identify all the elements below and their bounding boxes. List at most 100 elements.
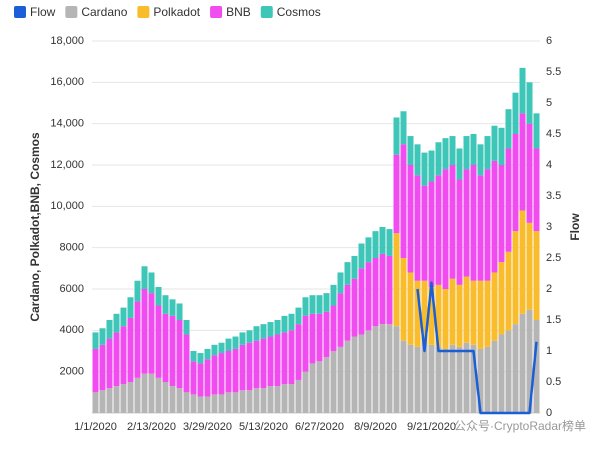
y-tick-label: 10,000 [50, 200, 84, 212]
bar-segment [414, 175, 421, 281]
bar-segment [477, 280, 484, 349]
bar-segment [99, 344, 106, 391]
bar-segment [232, 336, 239, 349]
y-axis-title: Cardano, Polkadot,BNB, Cosmos [28, 132, 42, 322]
bar-segment [484, 169, 491, 281]
x-tick-label: 6/27/2020 [295, 421, 344, 433]
watermark: 公众号·CryptoRadar榜单 [454, 418, 586, 433]
bar-segment [309, 363, 316, 413]
bar-segment [491, 125, 498, 161]
bar-segment [470, 280, 477, 345]
legend-swatch [260, 6, 273, 18]
bar-segment [309, 295, 316, 314]
bar-segment [442, 348, 449, 413]
bar-segment [253, 326, 260, 341]
bar-segment [141, 289, 148, 374]
bar-segment [211, 344, 218, 356]
bar-segment [127, 317, 134, 382]
bar-segment [337, 293, 344, 347]
bar-segment [267, 386, 274, 413]
bar-segment [379, 253, 386, 325]
bar-segment [225, 338, 232, 351]
bar-segment [365, 237, 372, 263]
y2-tick-label: 2.5 [546, 252, 561, 264]
bar-segment [330, 284, 337, 306]
bar-segment [463, 342, 470, 413]
bar-segment [246, 390, 253, 413]
bar-segment [463, 169, 470, 277]
bar-segment [421, 280, 428, 343]
bar-segment [505, 251, 512, 331]
bar-segment [498, 334, 505, 413]
bar-segment [155, 286, 162, 306]
y2-tick-label: 1 [546, 345, 552, 357]
bar-segment [519, 313, 526, 413]
bar-segment [148, 272, 155, 294]
bar-segment [281, 384, 288, 413]
bar-segment [484, 346, 491, 413]
bar-segment [190, 361, 197, 395]
bar-segment [218, 394, 225, 413]
bar-segment [148, 293, 155, 374]
bar-segment [519, 113, 526, 211]
y-tick-label: 8000 [60, 242, 84, 254]
bar-segment [505, 148, 512, 252]
bar-segment [99, 328, 106, 345]
bar-segment [344, 262, 351, 285]
bar-segment [456, 346, 463, 413]
bar-segment [512, 134, 519, 232]
bar-segment [204, 396, 211, 413]
bar-segment [393, 326, 400, 413]
bar-segment [120, 307, 127, 327]
y2-tick-label: 5 [546, 97, 552, 109]
bar-segment [435, 175, 442, 285]
bar-segment [169, 299, 176, 316]
y2-tick-label: 1.5 [546, 314, 561, 326]
bar-segment [162, 295, 169, 314]
bar-segment [295, 324, 302, 380]
bar-segment [246, 342, 253, 391]
legend-swatch [65, 6, 78, 18]
bar-segment [386, 255, 393, 325]
bar-segment [379, 324, 386, 413]
bar-segment [491, 160, 498, 273]
legend-label: BNB [226, 5, 251, 19]
bar-segment [120, 326, 127, 385]
bar-segment [414, 346, 421, 413]
bar-segment [533, 113, 540, 149]
line [416, 281, 538, 415]
bar-segment [92, 332, 99, 349]
bar-segment [463, 276, 470, 343]
bar-segment [400, 258, 407, 341]
bar-segment [316, 361, 323, 413]
x-tick-label: 9/21/2020 [407, 421, 456, 433]
bar-segment [400, 340, 407, 413]
bar-segment [505, 109, 512, 149]
x-tick-label: 3/29/2020 [183, 421, 232, 433]
bar-segment [295, 307, 302, 325]
bar-segment [281, 332, 288, 385]
bar-segment [344, 284, 351, 341]
bar-segment [414, 144, 421, 176]
bar-segment [519, 210, 526, 314]
bar-segment [232, 348, 239, 393]
legend-swatch [137, 6, 150, 18]
bar-segment [260, 388, 267, 413]
bar-segment [134, 301, 141, 378]
bar-segment [512, 92, 519, 134]
bar-segment [400, 111, 407, 145]
bar-segment [106, 388, 113, 413]
bar-segment [533, 148, 540, 232]
bar-segment [491, 272, 498, 341]
bar-segment [176, 320, 183, 389]
bar-segment [428, 286, 435, 345]
y2-tick-label: 4.5 [546, 128, 561, 140]
y-tick-label: 18,000 [50, 35, 84, 47]
bar-segment [386, 324, 393, 413]
bar-segment [407, 136, 414, 165]
bar-segment [141, 266, 148, 289]
bar-segment [246, 330, 253, 343]
bar-segment [407, 165, 414, 273]
bar-segment [239, 390, 246, 413]
bar-segment [113, 386, 120, 413]
